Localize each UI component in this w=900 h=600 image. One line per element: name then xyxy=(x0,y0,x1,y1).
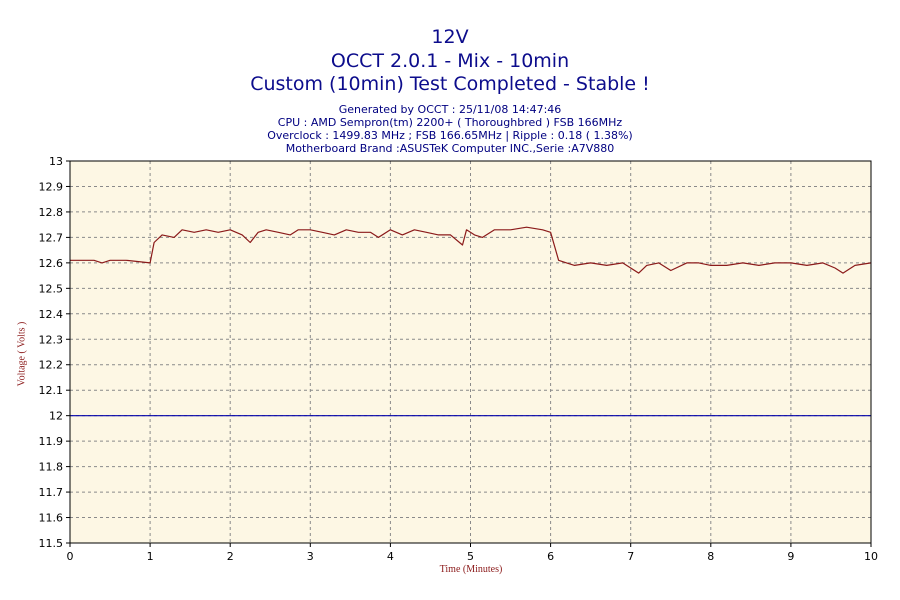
chart-subtitle: OCCT 2.0.1 - Mix - 10min xyxy=(330,50,570,72)
y-tick-label: 12.6 xyxy=(39,257,64,270)
y-tick-label: 11.8 xyxy=(39,461,64,474)
y-tick-label: 12 xyxy=(49,410,63,423)
x-tick-label: 9 xyxy=(787,550,794,563)
x-tick-label: 5 xyxy=(467,550,474,563)
series-line-voltage xyxy=(70,226,872,274)
x-tick-label: 2 xyxy=(227,550,234,563)
motherboard-info: Motherboard Brand :ASUSTeK Computer INC.… xyxy=(285,142,615,155)
x-tick-label: 0 xyxy=(67,550,74,563)
y-tick-label: 11.6 xyxy=(39,512,64,525)
y-tick-label: 12.5 xyxy=(39,282,64,295)
y-tick-label: 12.2 xyxy=(39,359,64,372)
y-tick-label: 12.7 xyxy=(39,231,64,244)
y-tick-label: 11.7 xyxy=(39,486,64,499)
y-tick-label: 13 xyxy=(49,155,63,168)
y-tick-label: 12.9 xyxy=(39,180,64,193)
x-axis-label: Time (Minutes) xyxy=(439,564,503,575)
overclock-info: Overclock : 1499.83 MHz ; FSB 166.65MHz … xyxy=(267,129,633,142)
x-tick-label: 3 xyxy=(307,550,314,563)
y-tick-label: 12.3 xyxy=(39,333,64,346)
x-tick-label: 8 xyxy=(707,550,714,563)
x-tick-label: 1 xyxy=(147,550,154,563)
y-axis-label: Voltage ( Volts ) xyxy=(16,321,28,387)
test-status: Custom (10min) Test Completed - Stable ! xyxy=(250,73,650,95)
chart-title: 12V xyxy=(431,26,469,48)
plot-frame xyxy=(69,160,872,544)
generated-info: Generated by OCCT : 25/11/08 14:47:46 xyxy=(338,103,562,116)
y-tick-label: 12.4 xyxy=(39,308,64,321)
x-tick-label: 4 xyxy=(387,550,394,563)
y-tick-label: 11.9 xyxy=(39,435,64,448)
cpu-info: CPU : AMD Sempron(tm) 2200+ ( Thoroughbr… xyxy=(277,116,623,129)
x-tick-label: 6 xyxy=(547,550,554,563)
y-tick-label: 12.8 xyxy=(39,206,64,219)
x-tick-label: 10 xyxy=(864,550,878,563)
x-tick-label: 7 xyxy=(627,550,634,563)
y-tick-label: 12.1 xyxy=(39,384,64,397)
y-tick-label: 11.5 xyxy=(39,537,64,550)
